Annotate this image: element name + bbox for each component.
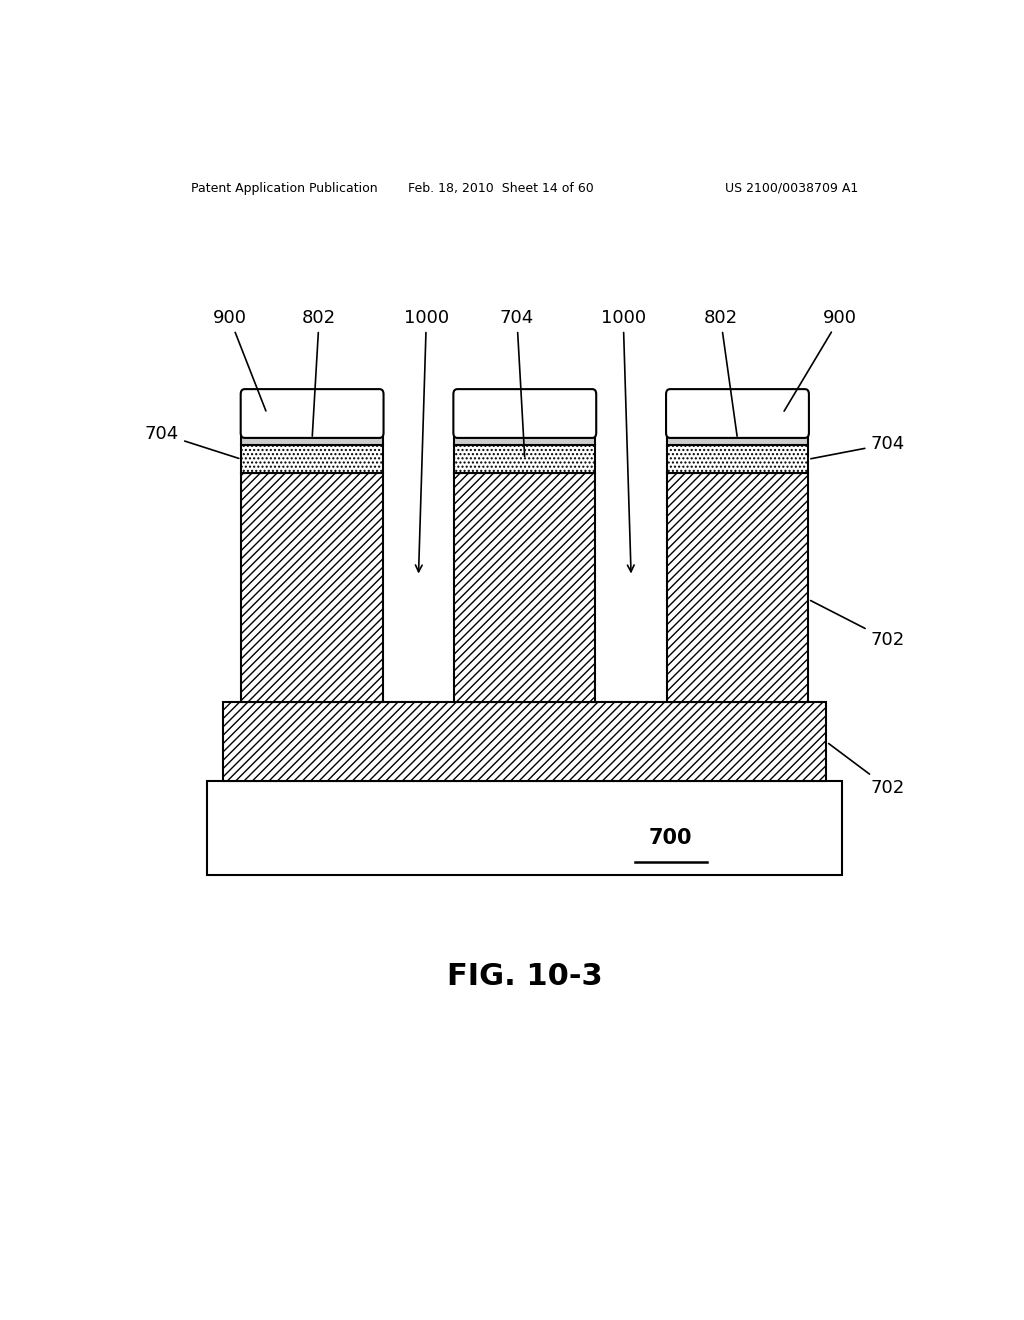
Bar — [242, 445, 383, 474]
Text: 802: 802 — [302, 309, 336, 436]
Text: US 2100/0038709 A1: US 2100/0038709 A1 — [725, 182, 858, 195]
Text: 900: 900 — [784, 309, 857, 411]
Bar — [667, 433, 808, 445]
Bar — [667, 445, 808, 474]
Text: 900: 900 — [213, 309, 266, 411]
Text: 1000: 1000 — [601, 309, 646, 572]
Text: 704: 704 — [500, 309, 534, 457]
Bar — [455, 445, 595, 474]
Bar — [667, 445, 808, 474]
Text: 702: 702 — [811, 601, 904, 649]
Bar — [223, 702, 826, 781]
Bar — [207, 781, 843, 875]
Bar — [455, 474, 595, 702]
Bar — [242, 445, 383, 474]
FancyBboxPatch shape — [454, 389, 596, 438]
Text: 700: 700 — [649, 828, 692, 847]
FancyBboxPatch shape — [666, 389, 809, 438]
Text: 702: 702 — [828, 743, 904, 796]
Bar — [455, 433, 595, 445]
Text: FIG. 10-3: FIG. 10-3 — [447, 962, 602, 991]
Bar — [242, 474, 383, 702]
Text: 704: 704 — [811, 436, 904, 459]
Bar — [667, 474, 808, 702]
Text: Feb. 18, 2010  Sheet 14 of 60: Feb. 18, 2010 Sheet 14 of 60 — [409, 182, 594, 195]
Bar — [242, 433, 383, 445]
Bar — [455, 445, 595, 474]
Text: 704: 704 — [145, 425, 239, 458]
Text: 802: 802 — [703, 309, 737, 436]
FancyBboxPatch shape — [241, 389, 384, 438]
Text: 1000: 1000 — [403, 309, 449, 572]
Text: Patent Application Publication: Patent Application Publication — [191, 182, 378, 195]
